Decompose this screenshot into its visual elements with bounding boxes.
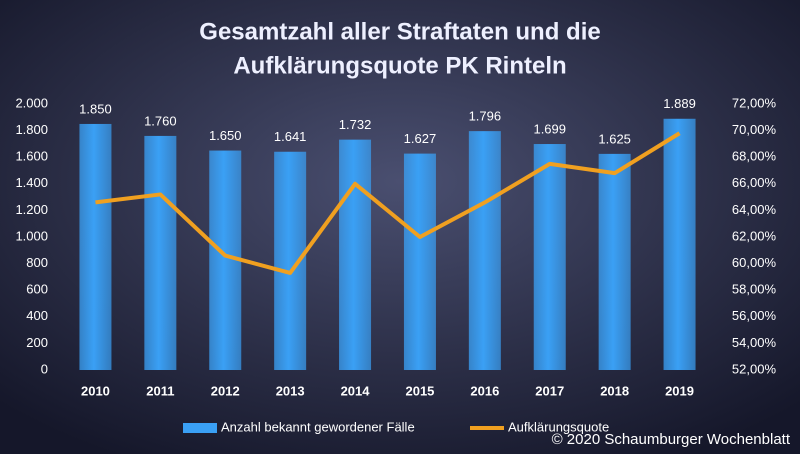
bar bbox=[663, 118, 696, 370]
y-tick-label: 1.800 bbox=[15, 122, 48, 137]
line bbox=[95, 131, 681, 275]
bar bbox=[339, 139, 372, 370]
x-tick-label: 2015 bbox=[405, 383, 434, 398]
bar bbox=[533, 144, 566, 370]
legend-label: Aufklärungsquote bbox=[508, 419, 609, 434]
y2-tick-label: 56,00% bbox=[732, 308, 777, 323]
bar bbox=[598, 153, 631, 370]
bar bbox=[79, 123, 112, 370]
bar bbox=[403, 153, 436, 370]
y2-tick-label: 52,00% bbox=[732, 361, 777, 376]
y-tick-label: 1.600 bbox=[15, 149, 48, 164]
chart-title: Gesamtzahl aller Straftaten und die bbox=[199, 18, 600, 45]
value-label: 1.699 bbox=[533, 121, 566, 136]
y-tick-label: 1.000 bbox=[15, 228, 48, 243]
value-label: 1.889 bbox=[663, 96, 696, 111]
copyright: © 2020 Schaumburger Wochenblatt bbox=[552, 431, 791, 448]
y-tick-label: 0 bbox=[41, 361, 48, 376]
x-tick-label: 2014 bbox=[341, 383, 371, 398]
y2-tick-label: 68,00% bbox=[732, 149, 777, 164]
y-tick-label: 1.200 bbox=[15, 202, 48, 217]
x-tick-label: 2019 bbox=[665, 383, 694, 398]
value-label: 1.641 bbox=[274, 129, 307, 144]
bar bbox=[144, 135, 177, 370]
x-tick-label: 2018 bbox=[600, 383, 629, 398]
x-tick-label: 2010 bbox=[81, 383, 110, 398]
bar bbox=[468, 131, 501, 370]
value-label: 1.760 bbox=[144, 113, 177, 128]
value-label: 1.732 bbox=[339, 117, 372, 132]
legend-label: Anzahl bekannt gewordener Fälle bbox=[221, 419, 415, 434]
x-tick-label: 2017 bbox=[535, 383, 564, 398]
y2-tick-label: 70,00% bbox=[732, 122, 777, 137]
value-label: 1.850 bbox=[79, 101, 112, 116]
value-label: 1.627 bbox=[404, 131, 437, 146]
y-tick-label: 800 bbox=[26, 255, 48, 270]
legend-swatch bbox=[183, 423, 217, 433]
y-tick-label: 1.400 bbox=[15, 175, 48, 190]
value-label: 1.625 bbox=[598, 131, 631, 146]
y2-tick-label: 54,00% bbox=[732, 335, 777, 350]
y2-tick-label: 58,00% bbox=[732, 282, 777, 297]
y-tick-label: 2.000 bbox=[15, 95, 48, 110]
x-tick-label: 2013 bbox=[276, 383, 305, 398]
y2-tick-label: 66,00% bbox=[732, 175, 777, 190]
y2-tick-label: 72,00% bbox=[732, 95, 777, 110]
y2-tick-label: 62,00% bbox=[732, 228, 777, 243]
y2-tick-label: 64,00% bbox=[732, 202, 777, 217]
y-tick-label: 200 bbox=[26, 335, 48, 350]
x-tick-label: 2016 bbox=[470, 383, 499, 398]
y-tick-label: 400 bbox=[26, 308, 48, 323]
value-label: 1.796 bbox=[469, 109, 502, 124]
y-tick-label: 600 bbox=[26, 282, 48, 297]
x-tick-label: 2012 bbox=[211, 383, 240, 398]
x-tick-label: 2011 bbox=[146, 383, 174, 398]
y2-tick-label: 60,00% bbox=[732, 255, 777, 270]
chart-title: Aufklärungsquote PK Rinteln bbox=[233, 52, 566, 79]
value-label: 1.650 bbox=[209, 128, 242, 143]
